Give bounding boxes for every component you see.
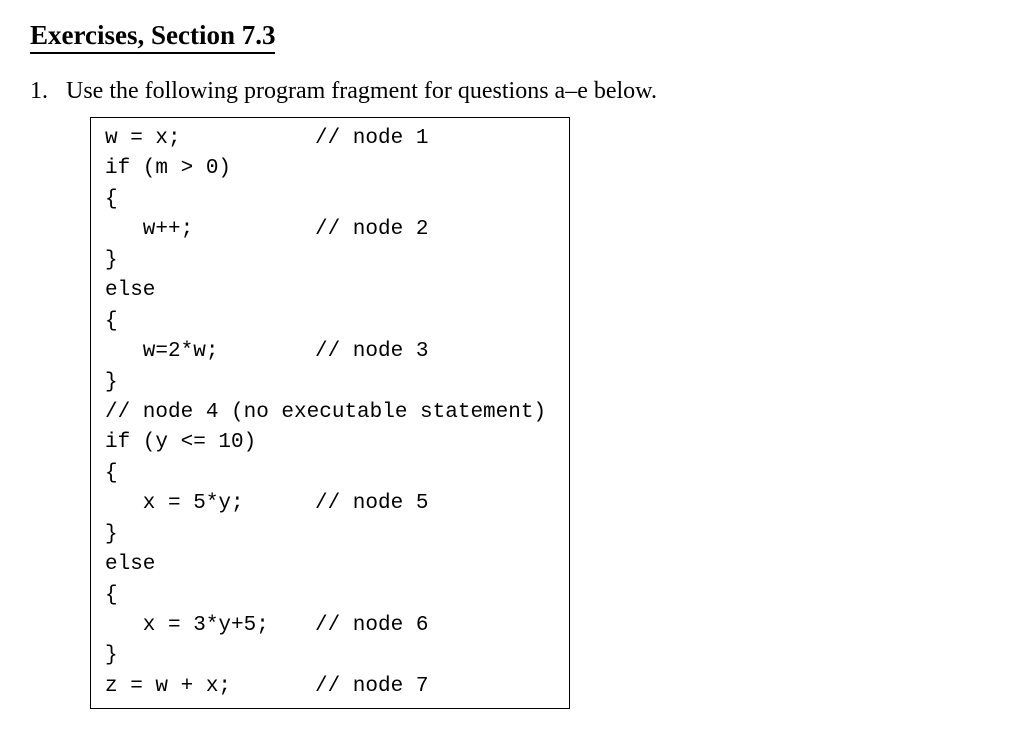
code-fragment-box: w = x;// node 1 if (m > 0) { w++;// node… — [90, 117, 570, 709]
code-line: { — [105, 459, 555, 489]
code-stmt: z = w + x; — [105, 672, 315, 702]
code-comment: // node 6 — [315, 611, 428, 641]
code-stmt: else — [105, 550, 315, 580]
code-stmt: } — [105, 246, 315, 276]
code-line: w = x;// node 1 — [105, 124, 555, 154]
code-stmt: { — [105, 459, 315, 489]
code-stmt: // node 4 (no executable statement) — [105, 398, 546, 428]
code-stmt: x = 5*y; — [105, 489, 315, 519]
code-stmt: } — [105, 520, 315, 550]
code-comment: // node 2 — [315, 215, 428, 245]
question-text: Use the following program fragment for q… — [66, 78, 657, 105]
code-line: } — [105, 246, 555, 276]
code-line: w=2*w;// node 3 — [105, 337, 555, 367]
code-line: z = w + x;// node 7 — [105, 672, 555, 702]
code-line: { — [105, 581, 555, 611]
code-stmt: w++; — [105, 215, 315, 245]
code-stmt: } — [105, 368, 315, 398]
code-line: } — [105, 520, 555, 550]
code-stmt: w = x; — [105, 124, 315, 154]
code-line: x = 5*y;// node 5 — [105, 489, 555, 519]
code-line: else — [105, 550, 555, 580]
code-line: { — [105, 185, 555, 215]
code-line: } — [105, 368, 555, 398]
code-comment: // node 3 — [315, 337, 428, 367]
code-stmt: } — [105, 641, 315, 671]
code-line: { — [105, 307, 555, 337]
code-comment: // node 7 — [315, 672, 428, 702]
code-line: if (y <= 10) — [105, 428, 555, 458]
code-line: if (m > 0) — [105, 154, 555, 184]
code-stmt: x = 3*y+5; — [105, 611, 315, 641]
code-stmt: if (y <= 10) — [105, 428, 315, 458]
code-line: // node 4 (no executable statement) — [105, 398, 555, 428]
code-stmt: { — [105, 185, 315, 215]
section-title: Exercises, Section 7.3 — [30, 20, 275, 54]
code-stmt: { — [105, 581, 315, 611]
code-line: w++;// node 2 — [105, 215, 555, 245]
code-stmt: w=2*w; — [105, 337, 315, 367]
code-line: x = 3*y+5;// node 6 — [105, 611, 555, 641]
code-line: else — [105, 276, 555, 306]
code-stmt: else — [105, 276, 315, 306]
code-stmt: if (m > 0) — [105, 154, 315, 184]
question-1: 1. Use the following program fragment fo… — [30, 78, 994, 105]
code-comment: // node 5 — [315, 489, 428, 519]
question-number: 1. — [30, 78, 66, 105]
code-line: } — [105, 641, 555, 671]
code-stmt: { — [105, 307, 315, 337]
code-comment: // node 1 — [315, 124, 428, 154]
